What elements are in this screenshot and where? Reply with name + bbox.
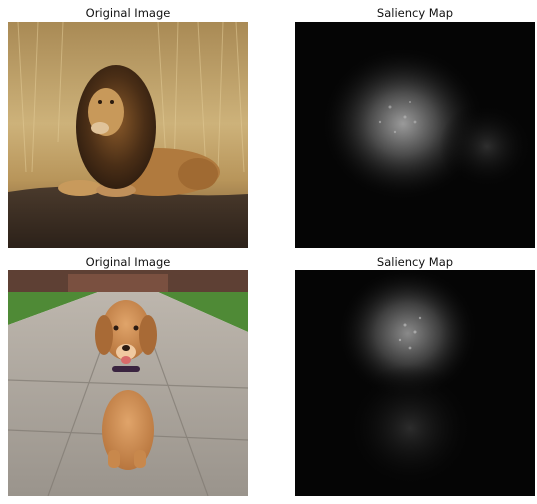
panel-title-original-2: Original Image — [85, 255, 171, 269]
panel-title-saliency-1: Saliency Map — [376, 6, 454, 20]
puppy-saliency-map — [295, 270, 535, 496]
lion-image — [8, 22, 248, 248]
lion-saliency-map — [295, 22, 535, 248]
puppy-image — [8, 270, 248, 496]
panel-title-saliency-2: Saliency Map — [376, 255, 454, 269]
panel-title-original-1: Original Image — [85, 6, 171, 20]
